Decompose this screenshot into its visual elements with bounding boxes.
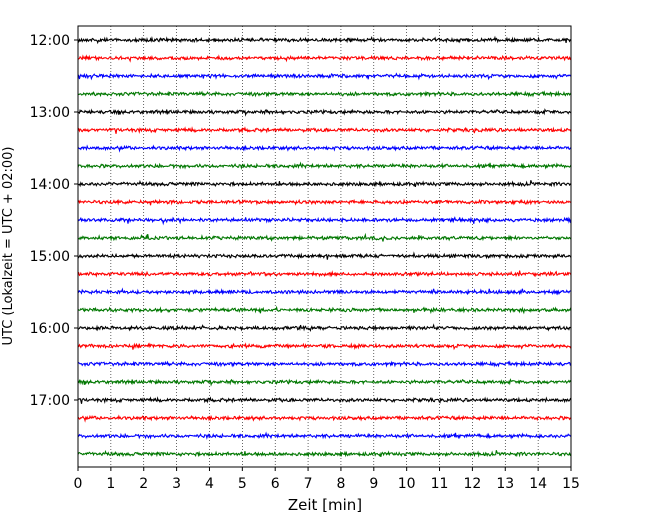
trace-1330 <box>77 144 572 153</box>
trace-1615 <box>77 342 572 351</box>
y-tick-label-14:00: 14:00 <box>30 177 70 193</box>
x-axis-ticks: 0 1 2 3 4 5 6 7 8 9 10 11 12 13 14 15 <box>74 467 580 492</box>
trace-1745 <box>77 449 572 458</box>
trace-1600 <box>77 323 572 332</box>
y-axis-label: UTC (Lokalzeit = UTC + 02:00) <box>1 147 16 346</box>
x-tick-label-5: 5 <box>238 476 247 492</box>
y-tick-label-17:00: 17:00 <box>30 393 70 409</box>
x-tick-label-11: 11 <box>431 476 449 492</box>
x-tick-label-7: 7 <box>304 476 313 492</box>
trace-1545 <box>77 305 572 315</box>
trace-1515 <box>77 270 572 278</box>
x-tick-label-6: 6 <box>271 476 280 492</box>
x-tick-label-0: 0 <box>74 476 83 492</box>
trace-1500 <box>77 251 572 260</box>
trace-1215 <box>77 54 572 63</box>
trace-1415 <box>77 198 572 206</box>
x-axis-label: Zeit [min] <box>288 496 362 514</box>
x-tick-label-10: 10 <box>398 476 416 492</box>
trace-1630 <box>77 360 572 368</box>
plot-background <box>78 26 571 467</box>
y-tick-label-13:00: 13:00 <box>30 105 70 121</box>
plot-frame <box>77 25 572 468</box>
x-tick-label-3: 3 <box>172 476 181 492</box>
trace-1300 <box>77 108 571 117</box>
trace-1315 <box>77 126 572 134</box>
trace-1345 <box>77 161 572 170</box>
traces-group <box>77 35 572 458</box>
x-tick-label-4: 4 <box>205 476 214 492</box>
x-tick-label-8: 8 <box>336 476 345 492</box>
trace-1430 <box>77 216 572 226</box>
trace-1645 <box>77 378 572 387</box>
trace-1700 <box>77 396 572 404</box>
trace-1715 <box>77 414 572 423</box>
trace-1200 <box>77 35 572 45</box>
x-tick-label-12: 12 <box>463 476 481 492</box>
trace-1245 <box>77 90 572 98</box>
y-tick-label-15:00: 15:00 <box>30 249 70 265</box>
trace-1730 <box>77 431 572 440</box>
trace-1445 <box>77 232 572 242</box>
trace-1230 <box>77 72 572 81</box>
x-tick-label-13: 13 <box>496 476 514 492</box>
y-tick-label-12:00: 12:00 <box>30 33 70 49</box>
x-tick-label-15: 15 <box>562 476 580 492</box>
x-tick-label-2: 2 <box>139 476 148 492</box>
y-axis-ticks: 12:00 13:00 14:00 15:00 16:00 17:00 <box>30 33 78 409</box>
trace-1400 <box>77 179 572 188</box>
x-tick-label-9: 9 <box>369 476 378 492</box>
trace-1530 <box>77 287 572 296</box>
y-tick-label-16:00: 16:00 <box>30 321 70 337</box>
x-tick-label-14: 14 <box>529 476 547 492</box>
x-tick-label-1: 1 <box>106 476 115 492</box>
